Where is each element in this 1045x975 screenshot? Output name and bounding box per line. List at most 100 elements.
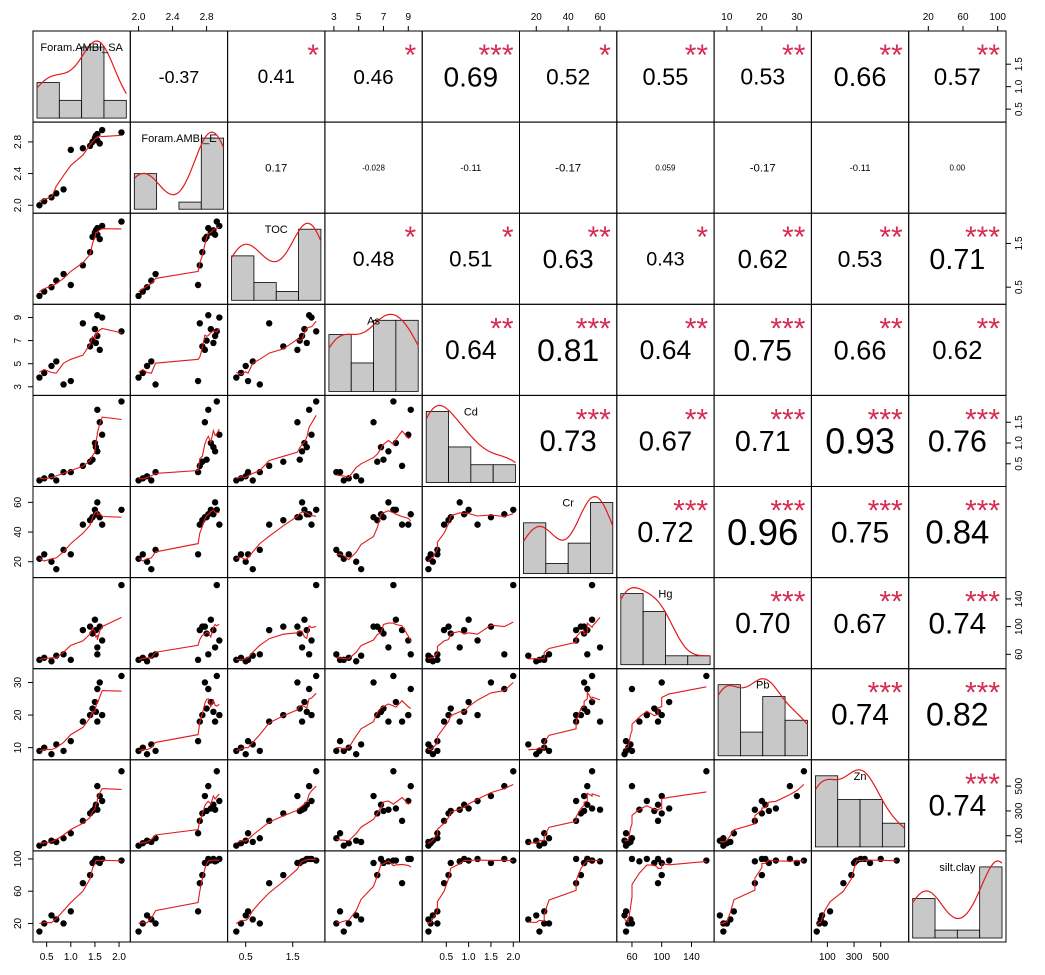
scatter-point xyxy=(861,855,868,863)
scatter-point xyxy=(94,651,101,658)
scatter-point xyxy=(244,737,252,745)
scatter-point xyxy=(357,838,365,846)
scatter-point xyxy=(194,377,202,385)
scatter-point xyxy=(211,499,219,506)
scatter-point xyxy=(440,521,448,528)
panel-2-1 xyxy=(129,212,229,305)
scatter-point xyxy=(118,581,125,589)
smooth-line xyxy=(528,617,601,660)
scatter-point xyxy=(48,362,55,370)
tick-label: 100 xyxy=(13,850,24,867)
scatter-point xyxy=(313,398,320,405)
scatter-point xyxy=(370,419,377,426)
density-line xyxy=(36,40,127,94)
scatter-point xyxy=(143,750,151,758)
smooth-line xyxy=(138,623,220,661)
correlation-value: 0.84 xyxy=(925,514,989,551)
scatter-point xyxy=(266,521,273,528)
scatter-point xyxy=(305,651,313,658)
scatter-point xyxy=(313,768,320,775)
histogram-bar xyxy=(642,610,666,666)
panel-border xyxy=(32,486,131,579)
tick-label: 20 xyxy=(13,709,24,721)
scatter-point xyxy=(211,644,219,651)
scatter-point xyxy=(456,718,463,725)
scatter-point xyxy=(152,835,159,842)
scatter-point xyxy=(487,859,495,867)
panel-7-0 xyxy=(32,668,131,761)
significance-stars: * xyxy=(405,39,417,72)
panel-7-1 xyxy=(129,668,229,761)
scatter-point xyxy=(434,651,441,658)
scatter-point xyxy=(572,626,580,634)
scatter-point xyxy=(840,879,847,887)
scatter-point xyxy=(510,581,517,589)
scatter-point xyxy=(98,855,106,863)
smooth-line xyxy=(236,858,317,924)
significance-stars: ** xyxy=(782,221,806,254)
scatter-point xyxy=(440,626,448,634)
tick-label: 2.0 xyxy=(506,952,520,963)
smooth-line xyxy=(427,621,514,660)
scatter-point xyxy=(60,270,67,278)
scatter-point xyxy=(826,908,834,915)
scatter-point xyxy=(751,858,759,865)
scatter-point xyxy=(333,920,340,927)
smooth-line xyxy=(427,682,514,751)
scatter-point xyxy=(213,398,220,405)
scatter-point xyxy=(256,651,263,658)
scatter-point xyxy=(301,616,308,623)
density-line xyxy=(717,678,808,725)
significance-stars: *** xyxy=(868,495,903,528)
panel-border xyxy=(227,759,326,852)
scatter-point xyxy=(545,835,553,842)
tick-label: 20 xyxy=(923,12,935,23)
panel-border xyxy=(32,668,131,761)
histogram-bar xyxy=(350,362,374,392)
scatter-point xyxy=(572,797,580,805)
scatter-point xyxy=(249,916,256,923)
panel-3-0 xyxy=(32,303,131,396)
significance-stars: ** xyxy=(685,312,709,345)
scatter-point xyxy=(336,830,344,837)
scatter-point xyxy=(345,920,352,927)
histogram-bar xyxy=(665,655,689,666)
scatter-point xyxy=(41,551,48,558)
scatter-point xyxy=(207,325,215,333)
scatter-point xyxy=(266,320,273,327)
smooth-line xyxy=(39,416,122,480)
correlation-value: 0.74 xyxy=(928,608,986,641)
panel-6-8: 0.67** xyxy=(810,577,910,670)
scatter-point xyxy=(96,679,103,686)
scatter-point xyxy=(98,431,106,438)
scatter-point xyxy=(201,679,209,686)
tick-label: 100 xyxy=(1014,618,1025,635)
histogram-bar xyxy=(81,46,105,119)
scatter-point xyxy=(474,797,481,805)
scatter-point xyxy=(533,658,540,665)
tick-label: 500 xyxy=(1014,777,1025,794)
tick-label: 10 xyxy=(721,12,733,23)
panel-2-8: 0.53** xyxy=(810,212,910,305)
scatter-point xyxy=(474,711,481,719)
tick-label: 2.4 xyxy=(166,12,180,23)
correlation-value: 0.71 xyxy=(735,426,791,458)
panel-3-1 xyxy=(129,303,229,396)
scatter-point xyxy=(298,718,306,725)
correlation-value: 0.46 xyxy=(353,66,393,89)
panel-8-8: Zn xyxy=(810,759,910,852)
panel-0-0: Foram.AMBI_SA xyxy=(32,30,131,123)
panel-8-9: 0.74*** xyxy=(908,759,1007,852)
panel-8-6 xyxy=(616,759,715,852)
histogram-bar xyxy=(470,464,494,483)
smooth-line xyxy=(816,859,897,926)
scatter-point xyxy=(703,768,710,775)
scatter-point xyxy=(596,806,604,813)
scatter-point xyxy=(628,782,636,790)
scatter-point xyxy=(380,807,387,815)
scatter-point xyxy=(877,855,884,863)
histogram-bar xyxy=(545,563,569,575)
scatter-point xyxy=(60,747,67,755)
tick-label: 1.0 xyxy=(64,952,78,963)
